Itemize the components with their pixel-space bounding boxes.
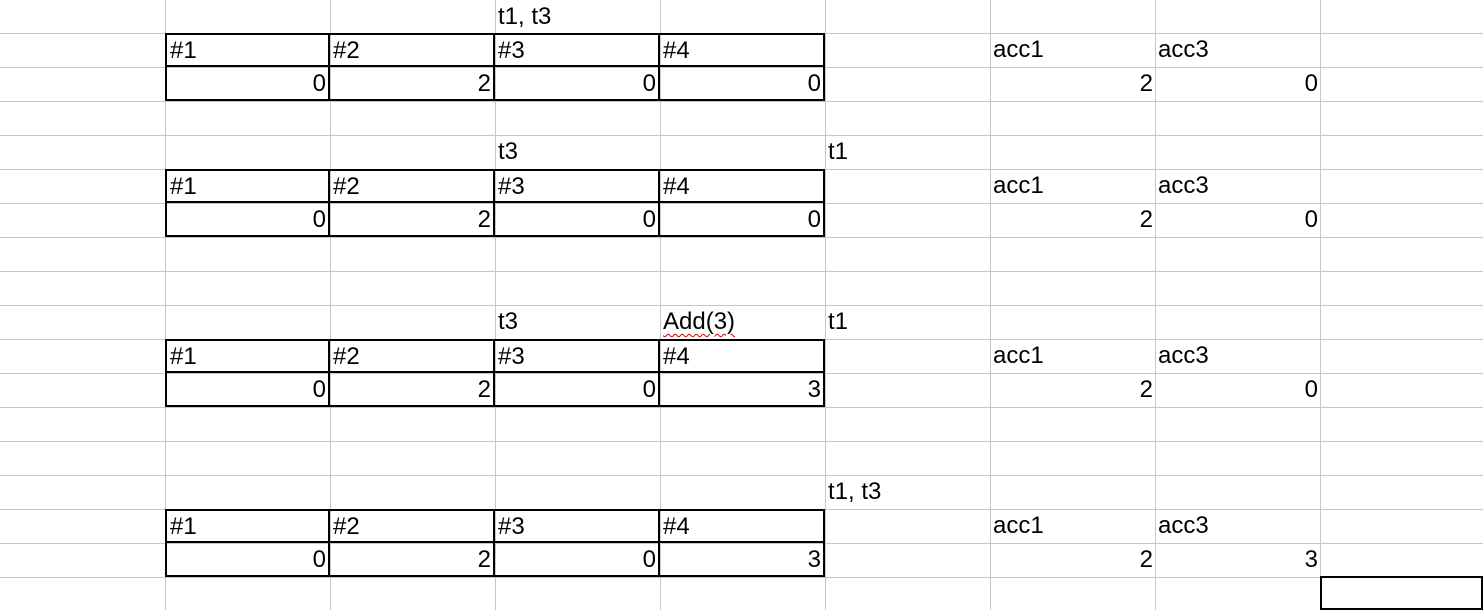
cell-value-2[interactable]: 2 [330,543,495,577]
cell-header-4[interactable]: #4 [660,339,825,373]
cell-value-3[interactable]: 0 [495,543,660,577]
cell-acc1-label[interactable]: acc1 [993,512,1044,539]
cell-value-4[interactable]: 3 [660,373,825,407]
grid-row-line [0,407,1483,408]
cell-header-1[interactable]: #1 [165,509,330,543]
cell-label-e[interactable]: t1, t3 [828,478,882,505]
cell-label-c[interactable]: t3 [498,138,519,165]
grid-row-line [0,101,1483,102]
spellcheck-text: Add(3) [663,308,736,335]
cell-header-2[interactable]: #2 [330,33,495,67]
cell-label-d[interactable]: Add(3) [660,305,825,339]
cell-value-2[interactable]: 2 [330,203,495,237]
cell-acc3-label[interactable]: acc3 [1158,342,1209,369]
cell-header-3[interactable]: #3 [495,33,660,67]
cell-header-4[interactable]: #4 [660,169,825,203]
cell-header-2[interactable]: #2 [330,339,495,373]
cell-acc1-value[interactable]: 2 [1139,206,1153,233]
cell-label-e[interactable]: t1 [828,138,849,165]
grid-row-line [0,577,1483,578]
cell-acc3-label[interactable]: acc3 [1158,512,1209,539]
selected-cell[interactable] [1320,576,1483,610]
cell-acc1-value[interactable]: 2 [1139,376,1153,403]
grid-row-line [0,373,1483,374]
cell-value-1[interactable]: 0 [165,67,330,101]
cell-header-1[interactable]: #1 [165,33,330,67]
cell-header-4[interactable]: #4 [660,33,825,67]
cell-header-3[interactable]: #3 [495,509,660,543]
cell-label-e[interactable]: t1 [828,308,849,335]
cell-value-1[interactable]: 0 [165,373,330,407]
cell-value-4[interactable]: 0 [660,67,825,101]
cell-label-c[interactable]: t1, t3 [498,3,552,30]
cell-acc1-value[interactable]: 2 [1139,546,1153,573]
cell-acc3-value[interactable]: 3 [1304,546,1318,573]
cell-value-2[interactable]: 2 [330,67,495,101]
cell-acc3-label[interactable]: acc3 [1158,172,1209,199]
cell-acc3-label[interactable]: acc3 [1158,36,1209,63]
grid-row-line [0,203,1483,204]
cell-value-1[interactable]: 0 [165,203,330,237]
grid-row-line [0,475,1483,476]
cell-acc3-value[interactable]: 0 [1304,206,1318,233]
cell-header-3[interactable]: #3 [495,339,660,373]
cell-acc3-value[interactable]: 0 [1304,70,1318,97]
cell-acc3-value[interactable]: 0 [1304,376,1318,403]
cell-acc1-label[interactable]: acc1 [993,342,1044,369]
cell-acc1-label[interactable]: acc1 [993,36,1044,63]
grid-row-line [0,67,1483,68]
cell-header-3[interactable]: #3 [495,169,660,203]
grid-row-line [0,543,1483,544]
grid-row-line [0,441,1483,442]
cell-value-1[interactable]: 0 [165,543,330,577]
cell-value-3[interactable]: 0 [495,67,660,101]
cell-header-1[interactable]: #1 [165,169,330,203]
cell-header-2[interactable]: #2 [330,509,495,543]
cell-header-2[interactable]: #2 [330,169,495,203]
cell-header-4[interactable]: #4 [660,509,825,543]
cell-value-3[interactable]: 0 [495,373,660,407]
cell-value-4[interactable]: 0 [660,203,825,237]
cell-value-3[interactable]: 0 [495,203,660,237]
cell-acc1-value[interactable]: 2 [1139,70,1153,97]
grid-row-line [0,271,1483,272]
cell-value-2[interactable]: 2 [330,373,495,407]
cell-acc1-label[interactable]: acc1 [993,172,1044,199]
cell-value-4[interactable]: 3 [660,543,825,577]
grid-row-line [0,305,1483,306]
cell-label-c[interactable]: t3 [498,308,519,335]
grid-row-line [0,135,1483,136]
cell-header-1[interactable]: #1 [165,339,330,373]
grid-row-line [0,237,1483,238]
